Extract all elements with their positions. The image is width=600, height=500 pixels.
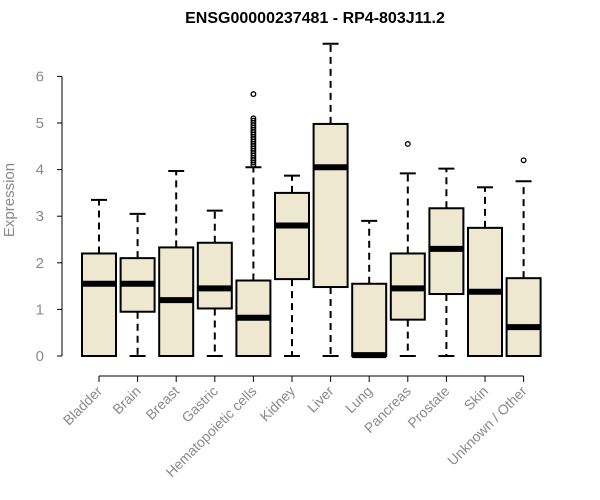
y-tick-label: 5 <box>36 115 44 132</box>
box-iqr <box>81 252 117 357</box>
y-tick-label: 1 <box>36 301 44 318</box>
x-tick-label: Kidney <box>257 383 299 425</box>
x-tick-label: Liver <box>304 383 337 416</box>
box-unknown-other <box>505 157 542 358</box>
y-axis: 0 1 2 3 4 5 6 <box>36 68 524 377</box>
box-skin <box>467 186 503 357</box>
x-tick-label: Brain <box>109 383 143 417</box>
outlier-point <box>250 91 257 98</box>
box-iqr <box>505 277 542 358</box>
y-tick-label: 6 <box>36 68 44 85</box>
chart-title: ENSG00000237481 - RP4-803J11.2 <box>185 10 445 27</box>
outlier-point <box>520 157 527 164</box>
box-iqr <box>351 282 388 357</box>
x-tick-label: Skin <box>461 383 492 414</box>
x-tick-label: Breast <box>142 383 182 423</box>
outlier-point <box>250 117 257 124</box>
box-iqr <box>196 241 233 310</box>
y-axis-label: Expression <box>1 163 18 237</box>
box-liver <box>312 42 349 357</box>
x-tick-label: Lung <box>342 383 375 416</box>
box-lung <box>351 219 388 359</box>
x-tick-label: Bladder <box>60 383 106 429</box>
boxes-group <box>81 42 542 359</box>
box-bladder <box>81 198 117 357</box>
y-tick-label: 0 <box>36 348 44 365</box>
x-tick-label: Prostate <box>404 383 452 431</box>
box-iqr <box>274 191 310 281</box>
y-tick-label: 4 <box>36 162 44 179</box>
box-iqr <box>312 122 349 289</box>
box-gastric <box>196 209 233 357</box>
box-hematopoietic-cells <box>235 91 272 357</box>
box-breast <box>158 169 195 357</box>
box-brain <box>119 212 156 357</box>
box-pancreas <box>389 141 426 357</box>
box-prostate <box>428 167 465 357</box>
y-tick-label: 3 <box>36 208 44 225</box>
y-tick-label: 2 <box>36 255 44 272</box>
outlier-point <box>404 141 411 147</box>
outlier-point <box>250 115 257 122</box>
box-kidney <box>274 174 310 357</box>
